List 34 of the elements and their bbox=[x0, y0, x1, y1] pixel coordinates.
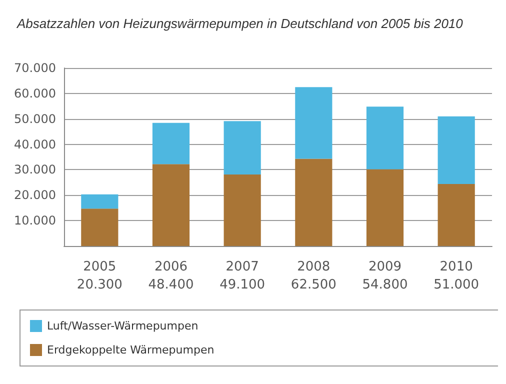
x-tick-label: 2010 bbox=[440, 260, 473, 274]
chart-title: Absatzzahlen von Heizungswärmepumpen in Deutschland von 2005 bis 2010 bbox=[16, 16, 464, 31]
x-tick-label: 2006 bbox=[154, 260, 188, 274]
y-tick-label: 50.000 bbox=[14, 112, 56, 126]
y-tick-label: 70.000 bbox=[14, 61, 56, 75]
bar bbox=[295, 158, 332, 246]
bar bbox=[438, 116, 475, 184]
x-tick-label: 2007 bbox=[226, 260, 259, 274]
total-label: 20.300 bbox=[76, 278, 122, 292]
total-label: 49.100 bbox=[220, 278, 266, 292]
bar bbox=[224, 121, 261, 175]
total-label: 48.400 bbox=[148, 278, 194, 292]
x-tick-label: 2009 bbox=[368, 260, 402, 274]
bar bbox=[81, 194, 118, 209]
bar bbox=[438, 184, 475, 246]
y-tick-label: 40.000 bbox=[14, 137, 56, 152]
x-tick-label: 2005 bbox=[83, 260, 116, 274]
bar bbox=[295, 87, 332, 159]
total-label: 62.500 bbox=[290, 278, 336, 292]
bar bbox=[152, 164, 190, 246]
bar bbox=[366, 169, 404, 246]
y-tick-label: 20.000 bbox=[14, 188, 56, 202]
bar bbox=[81, 208, 118, 246]
y-tick-label: 10.000 bbox=[14, 214, 56, 228]
total-label: 51.000 bbox=[434, 278, 480, 292]
legend-label: Luft/Wasser-Wärmepumpen bbox=[47, 320, 198, 332]
y-tick-label: 30.000 bbox=[14, 162, 56, 177]
bar bbox=[224, 174, 261, 246]
bar bbox=[366, 106, 404, 170]
legend-label: Erdgekoppelte Wärmepumpen bbox=[47, 344, 214, 356]
bar bbox=[152, 122, 190, 164]
y-tick-label: 60.000 bbox=[14, 86, 56, 100]
x-tick-label: 2008 bbox=[297, 260, 330, 274]
total-label: 54.800 bbox=[362, 278, 408, 292]
